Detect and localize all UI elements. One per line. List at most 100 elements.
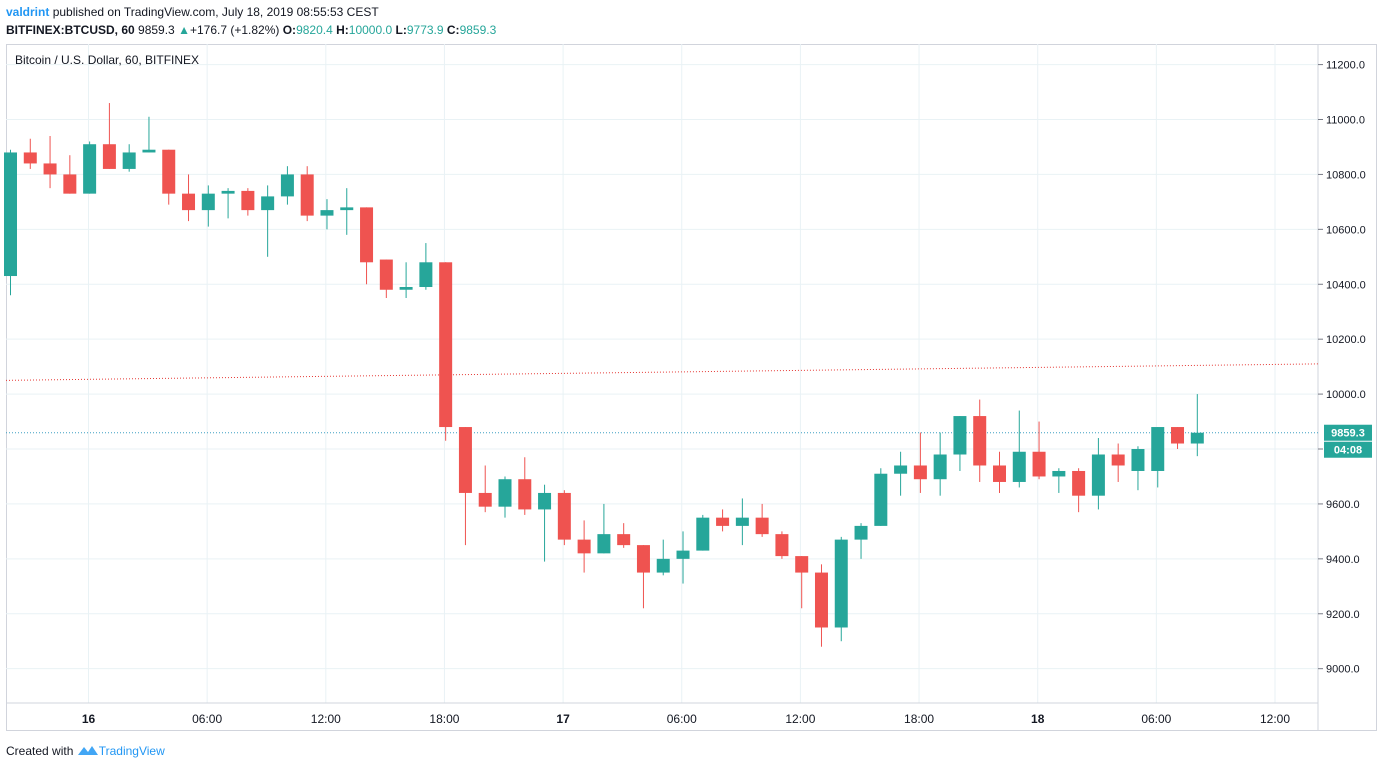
y-tick-label: 10800.0 [1326,169,1366,181]
candle-body [458,427,472,493]
candle-body [300,174,314,216]
candle-body [63,174,77,194]
candle-body [399,287,413,290]
price-axis: 11200.0 11000.0 10800.0 10600.0 10400.0 10200… [1318,60,1366,676]
y-tick-label: 9600.0 [1326,499,1360,511]
price-tag-box [1324,424,1372,441]
candle-body [419,262,433,288]
candle-body [1131,449,1145,471]
candle-body [102,144,116,169]
grid-lines [6,44,1318,703]
y-tick-label: 9400.0 [1326,554,1360,566]
x-tick-label: 18:00 [429,712,459,726]
open-value: 9820.4 [296,23,333,37]
candle-body [894,465,908,474]
candle-body [973,416,987,466]
x-tick-label: 12:00 [311,712,341,726]
trendline-layer [5,363,1319,434]
x-tick-label: 18 [1031,712,1045,726]
high-value: 10000.0 [348,23,393,37]
candle-body [1171,427,1185,444]
candle-body [1151,427,1165,471]
candle-body [1072,470,1086,496]
candle-body [201,193,215,211]
candle-body [834,539,848,628]
candle-body [933,454,947,480]
candle-body [83,144,97,194]
high-label: H: [336,23,349,37]
candle-body [814,572,828,628]
candle-body [221,190,235,194]
candle-body [498,479,512,507]
candle-body [1190,432,1204,444]
candle-body [557,492,571,540]
author-name[interactable]: valdrint [6,5,50,19]
candle-body [122,152,136,169]
candle-body [538,492,552,510]
candle-body [735,517,749,526]
created-with-text: Created with [6,744,74,758]
x-tick-label: 06:00 [192,712,222,726]
price-tag-value: 9859.3 [1331,428,1365,440]
chart-title: Bitcoin / U.S. Dollar, 60, BITFINEX [15,53,199,67]
trendline [5,363,1319,381]
candle-body [636,545,650,573]
candle-body [617,534,631,546]
candle-body [478,492,492,507]
candle-body [162,149,176,194]
y-tick-label: 10400.0 [1326,279,1366,291]
x-tick-label: 12:00 [785,712,815,726]
candle-body [23,152,37,164]
candle-body [518,479,532,510]
published-text: published on TradingView.com, July 18, 2… [52,5,379,19]
change-value: +176.7 (+1.82%) [189,23,280,37]
candle-body [320,210,334,216]
close-label: C: [446,23,460,37]
candle-body [379,259,393,290]
y-tick-label: 9200.0 [1326,609,1360,621]
candle-body [993,465,1006,482]
candle-body [696,517,710,551]
time-axis: 16 06:00 12:00 18:00 17 06:00 12:00 18:00 18 06:0… [82,712,1291,726]
countdown-box [1324,441,1372,458]
candle-body [854,525,868,540]
candles-layer [4,103,1204,647]
candle-body [1012,451,1026,482]
candle-body [439,262,453,428]
ohlc-legend: BITFINEX:BTCUSD, 60 9859.3 ▲+176.7 (+1.8… [6,23,496,37]
tradingview-logo-icon [77,746,98,755]
tradingview-brand[interactable]: TradingView [98,744,165,758]
candle-body [261,196,275,211]
change-arrow-icon: ▲ [178,23,190,37]
x-tick-label: 12:00 [1260,712,1290,726]
candle-body [913,465,927,480]
y-tick-label: 10200.0 [1326,334,1366,346]
candle-body [874,473,888,526]
current-price-layer: 9859.3 04:08 [1324,424,1372,458]
countdown-value: 04:08 [1334,445,1362,457]
x-tick-label: 16 [82,712,96,726]
low-value: 9773.9 [406,23,444,37]
candle-body [775,534,789,557]
candle-body [953,416,967,455]
candle-body [43,163,57,175]
y-tick-label: 10000.0 [1326,389,1366,401]
x-tick-label: 18:00 [904,712,934,726]
symbol-label: BITFINEX:BTCUSD, 60 [6,23,135,37]
candle-body [716,517,730,526]
close-value: 9859.3 [459,23,497,37]
candle-body [1052,470,1066,477]
candle-body [1032,451,1046,477]
candle-body [755,517,769,535]
candle-body [597,534,611,554]
candle-body [4,152,17,277]
candle-body [577,539,591,554]
chart-frame [6,44,1377,731]
open-label: O: [282,23,297,37]
candle-body [182,193,196,211]
candle-body [340,207,354,211]
footer: Created with TradingView [6,743,165,758]
x-tick-label: 06:00 [1141,712,1171,726]
candle-body [1111,454,1125,466]
